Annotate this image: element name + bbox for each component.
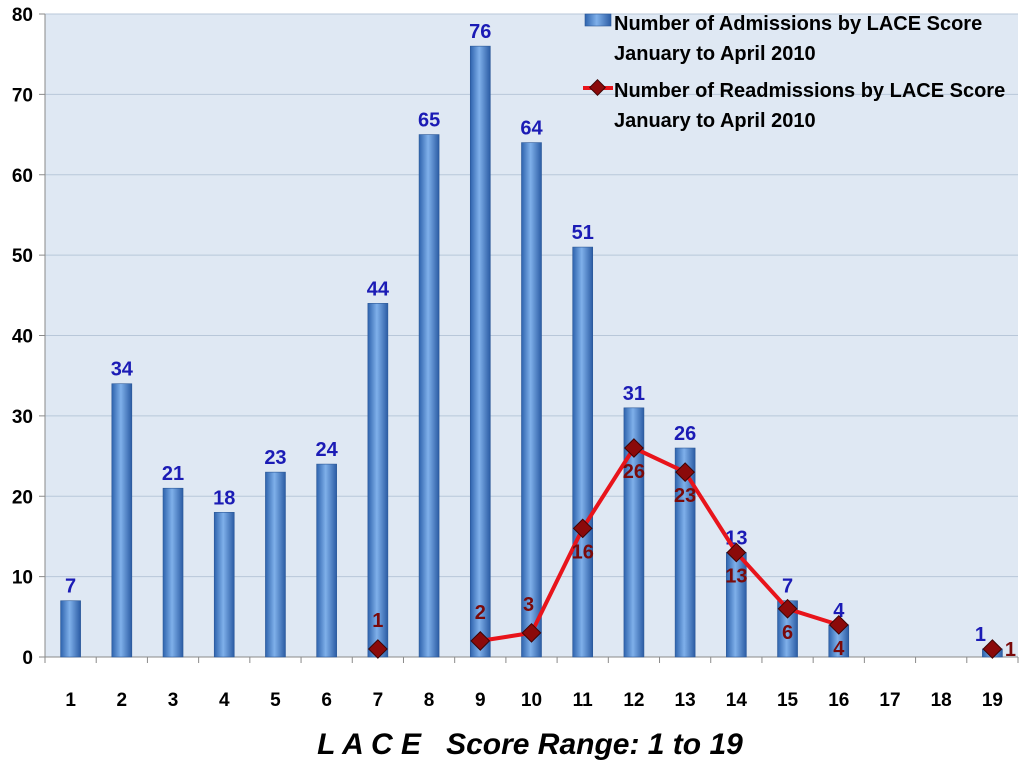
admissions-data-label: 31: [623, 383, 645, 405]
legend-readmissions-label: January to April 2010: [614, 110, 816, 132]
admissions-data-label: 7: [65, 576, 76, 598]
readmissions-data-label: 4: [833, 638, 845, 660]
x-tick-label: 7: [373, 690, 384, 711]
y-tick-label: 40: [12, 327, 33, 348]
x-tick-label: 8: [424, 690, 435, 711]
y-tick-label: 60: [12, 166, 33, 187]
readmissions-data-label: 16: [572, 541, 594, 563]
admissions-bar: [60, 600, 81, 658]
readmissions-data-label: 26: [623, 461, 645, 483]
admissions-data-label: 18: [213, 487, 235, 509]
x-tick-label: 1: [65, 690, 76, 711]
readmissions-data-label: 2: [475, 602, 486, 624]
readmissions-markers: [367, 438, 1003, 659]
x-tick-label: 5: [270, 690, 281, 711]
admissions-bar: [111, 383, 133, 658]
readmissions-marker: [470, 631, 491, 651]
admissions-bar: [469, 45, 491, 658]
readmissions-marker: [624, 438, 644, 458]
admissions-bar: [213, 512, 235, 658]
y-tick-label: 10: [12, 568, 33, 589]
admissions-bar: [572, 246, 594, 658]
y-tick-label: 0: [22, 648, 33, 669]
readmissions-marker: [675, 462, 696, 483]
x-tick-label: 2: [117, 690, 128, 711]
y-tick-label: 30: [12, 407, 33, 428]
y-tick-label: 20: [12, 487, 33, 508]
admissions-data-label: 64: [520, 118, 543, 140]
x-tick-label: 11: [573, 690, 594, 711]
x-tick-label: 17: [879, 690, 900, 711]
admissions-data-label: 65: [418, 110, 440, 132]
admissions-data-label: 44: [367, 278, 390, 300]
x-tick-label: 16: [828, 690, 849, 711]
readmissions-data-label: 13: [725, 566, 747, 588]
legend-readmissions-marker: [589, 79, 606, 96]
y-tick-label: 80: [12, 5, 33, 26]
legend-admissions-label: Number of Admissions by LACE Score: [614, 13, 982, 35]
admissions-data-label: 34: [111, 359, 134, 381]
readmissions-marker: [777, 598, 798, 619]
x-tick-label: 12: [623, 690, 644, 711]
admissions-data-label: 4: [833, 600, 845, 622]
readmissions-marker: [521, 622, 542, 643]
readmissions-data-label: 23: [674, 485, 696, 507]
admissions-data-label: 51: [572, 222, 594, 244]
readmissions-line: [479, 446, 840, 643]
x-tick-label: 4: [219, 690, 230, 711]
x-tick-label: 10: [521, 690, 542, 711]
y-tick-label: 70: [12, 85, 33, 106]
admissions-data-label: 1: [975, 624, 986, 646]
admissions-data-label: 23: [264, 447, 286, 469]
x-tick-label: 13: [675, 690, 696, 711]
x-tick-label: 14: [726, 690, 748, 711]
x-tick-label: 18: [931, 690, 952, 711]
readmissions-data-label: 6: [782, 622, 793, 644]
admissions-data-label: 26: [674, 423, 696, 445]
x-tick-label: 15: [777, 690, 799, 711]
admissions-bars: [60, 45, 1003, 658]
admissions-bar: [367, 303, 389, 658]
x-tick-label: 6: [321, 690, 332, 711]
admissions-data-label: 24: [316, 439, 339, 461]
y-tick-label: 50: [12, 246, 33, 267]
legend: Number of Admissions by LACE Score Januar…: [583, 13, 1005, 132]
readmissions-data-label: 1: [372, 610, 383, 632]
x-axis-title: L A C E Score Range: 1 to 19: [317, 728, 743, 761]
readmissions-marker: [726, 542, 747, 563]
admissions-data-label: 7: [782, 576, 793, 598]
readmissions-marker: [828, 614, 849, 635]
legend-admissions-swatch: [584, 13, 612, 27]
readmissions-marker: [367, 639, 388, 659]
admissions-bar: [316, 463, 337, 658]
x-tick-label: 3: [168, 690, 179, 711]
admissions-bar: [265, 471, 286, 658]
readmissions-data-label: 3: [523, 594, 534, 616]
legend-admissions-label: January to April 2010: [614, 43, 816, 65]
x-tick-label: 9: [475, 690, 486, 711]
admissions-data-label: 21: [162, 463, 184, 485]
legend-readmissions-label: Number of Readmissions by LACE Score: [614, 80, 1005, 102]
readmissions-data-label: 1: [1005, 639, 1016, 661]
admissions-bar: [623, 407, 645, 658]
admissions-bar: [521, 142, 542, 658]
readmissions-marker: [572, 518, 593, 539]
x-tick-label: 19: [982, 690, 1003, 711]
readmissions-series-line: [479, 446, 840, 643]
admissions-bar: [162, 487, 184, 658]
readmissions-marker: [982, 639, 1003, 659]
admissions-bar: [674, 447, 696, 658]
x-axis: 1 2 3 4 5 6 7 8 9 10 11 12 13 14 15 16 17 18 19: [44, 656, 1019, 711]
admissions-data-label: 76: [469, 21, 491, 43]
admissions-bar: [418, 134, 440, 658]
y-axis: 0 10 20 30 40 50 60 70 80: [12, 5, 46, 669]
